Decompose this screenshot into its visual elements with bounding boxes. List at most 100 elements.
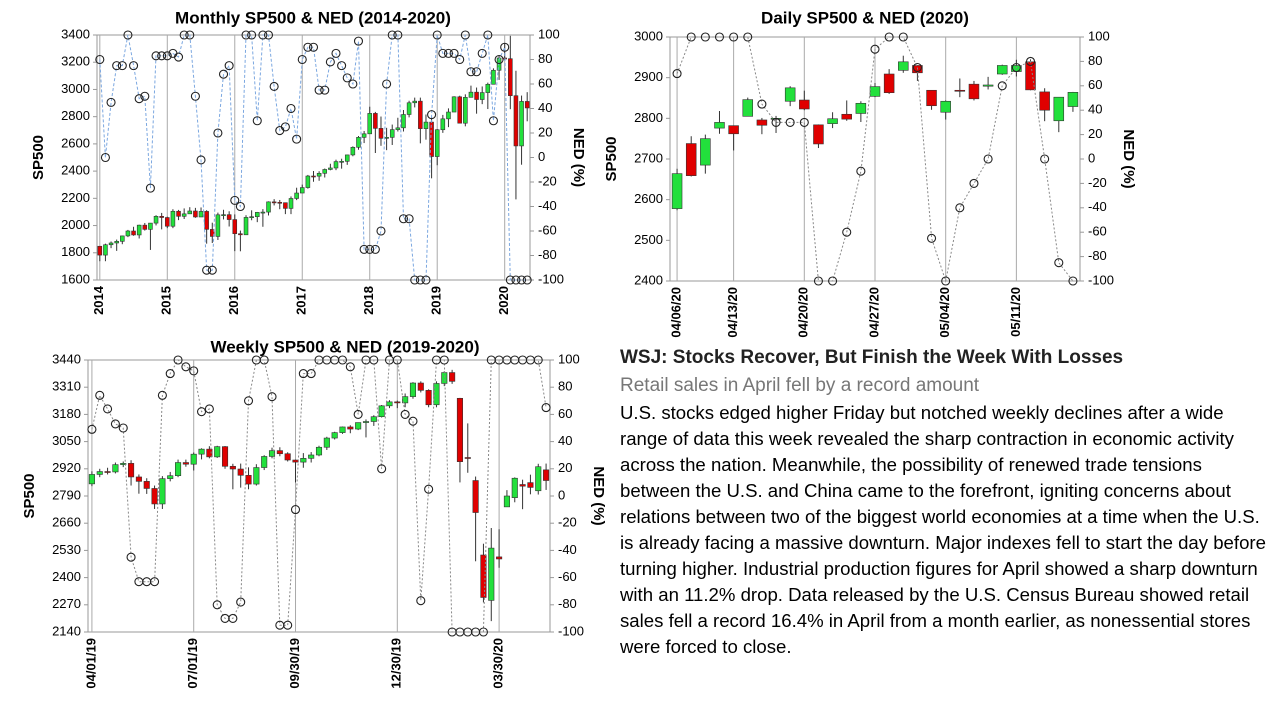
candle-body (305, 175, 311, 188)
ned-point (714, 32, 725, 42)
candle-body (253, 467, 260, 485)
candle-body (968, 83, 980, 100)
candle-body (425, 390, 432, 406)
ned-point (235, 201, 245, 212)
candle-body (151, 488, 158, 505)
ned-point (898, 32, 908, 42)
candle-body (524, 101, 530, 109)
candle-body (261, 456, 268, 468)
candle-body (176, 210, 181, 217)
ned-point (348, 79, 358, 89)
ned-point (314, 85, 324, 95)
candle-body (245, 474, 252, 485)
ned-point (196, 407, 207, 417)
candle-body (474, 91, 479, 100)
ned-point (173, 52, 184, 62)
ned-point (230, 195, 240, 205)
ned-point (95, 54, 105, 65)
y2-tick-label: 40 (1088, 102, 1102, 117)
ned-point (165, 369, 175, 379)
candle-body (373, 113, 378, 129)
candle-body (827, 118, 838, 124)
y-tick-label: 2800 (61, 108, 90, 123)
candle-body (170, 210, 176, 227)
candle-body (714, 122, 725, 129)
ned-point (353, 409, 363, 419)
candle-body (457, 96, 462, 124)
y-tick-label: 3180 (52, 406, 81, 421)
ned-point (259, 355, 269, 365)
ned-point (376, 226, 386, 236)
ned-point (517, 275, 527, 285)
candle-body (237, 468, 244, 476)
y2-tick-label: -80 (1088, 248, 1107, 263)
ned-point (377, 464, 387, 474)
candle-body (260, 211, 266, 214)
candle-body (182, 462, 189, 465)
y2-tick-label: -80 (538, 247, 557, 262)
y2-tick-label: 20 (538, 124, 552, 139)
ned-point (421, 275, 431, 285)
candle-body (221, 446, 229, 467)
ned-point (856, 166, 866, 176)
ned-point (207, 265, 217, 275)
ned-point (729, 32, 739, 42)
x-tick-label: 04/13/20 (725, 287, 740, 338)
ned-point (134, 94, 144, 104)
ned-point (700, 32, 710, 42)
ned-point (269, 81, 279, 91)
y-tick-label: 3310 (52, 379, 81, 394)
candle-body (339, 161, 344, 163)
y2-tick-label: -60 (538, 222, 557, 237)
ned-point (494, 54, 504, 65)
y-tick-label: 2600 (634, 191, 663, 206)
ned-point (267, 392, 277, 402)
ned-point (280, 122, 290, 132)
ned-point (1011, 62, 1021, 73)
candle-body (135, 476, 142, 482)
y2-tick-label: 0 (1088, 150, 1095, 165)
ned-point (150, 577, 160, 587)
ned-point (189, 366, 199, 376)
y2-tick-label: -60 (558, 569, 577, 584)
y2-tick-label: 100 (558, 351, 580, 366)
candle-body (456, 397, 463, 462)
candle-body (300, 458, 307, 463)
ned-point (123, 30, 133, 40)
candle-body (187, 210, 193, 215)
candle-body (813, 124, 824, 145)
candle-body (402, 396, 409, 404)
candle-body (362, 421, 370, 423)
ned-point (218, 69, 229, 79)
candle-body (784, 87, 796, 102)
candle-body (159, 216, 164, 218)
candle-body (175, 462, 182, 477)
ned-point (190, 91, 200, 101)
y2-tick-label: 80 (1088, 53, 1102, 68)
y-tick-label: 2900 (634, 69, 663, 84)
candle-body (299, 187, 305, 194)
ned-point (353, 36, 364, 46)
x-tick-label: 04/01/19 (83, 638, 98, 689)
candle-body (464, 457, 471, 459)
x-tick-label: 12/30/19 (389, 638, 404, 689)
y-tick-label: 3000 (61, 81, 90, 96)
candle-body (513, 95, 519, 147)
y-tick-label: 2000 (61, 217, 90, 232)
candle-body (386, 401, 393, 407)
y-tick-label: 2700 (634, 150, 663, 165)
ned-point (308, 42, 319, 52)
candle-body (104, 471, 111, 473)
candle-body (210, 229, 215, 237)
ned-point (432, 30, 442, 40)
candle-body (472, 480, 479, 513)
candle-body (311, 175, 316, 178)
ned-point (258, 30, 268, 40)
candle-body (728, 125, 739, 135)
y-axis-label: SP500 (30, 135, 47, 180)
ned-point (140, 91, 150, 101)
candle-body (1039, 91, 1050, 111)
ned-point (455, 54, 465, 65)
ned-point (439, 355, 449, 365)
candle-body (799, 99, 810, 110)
